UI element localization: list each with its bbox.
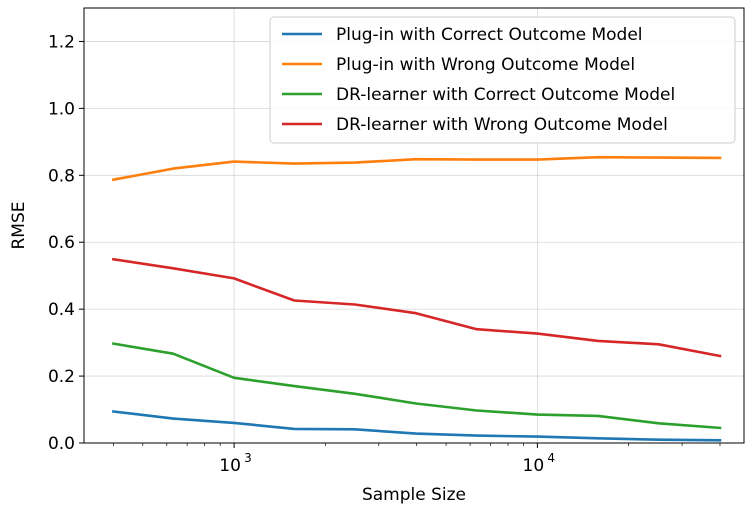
legend: Plug-in with Correct Outcome Model Plug-i… bbox=[269, 16, 736, 144]
y-tick-label: 1.0 bbox=[48, 99, 75, 119]
y-tick-label: 0.4 bbox=[48, 300, 75, 320]
y-tick-label: 0.2 bbox=[48, 367, 75, 387]
series-line-2 bbox=[111, 155, 722, 182]
legend-label-2: Plug-in with Wrong Outcome Model bbox=[336, 55, 635, 75]
x-tick-label-exponent: 4 bbox=[547, 451, 555, 465]
x-tick-label: 10 bbox=[523, 456, 545, 476]
legend-label-3: DR-learner with Correct Outcome Model bbox=[336, 85, 675, 105]
series-lines bbox=[111, 155, 722, 442]
y-tick-label: 0.0 bbox=[48, 434, 75, 454]
y-tick-label: 0.8 bbox=[48, 166, 75, 186]
legend-label-1: Plug-in with Correct Outcome Model bbox=[336, 25, 643, 45]
x-tick-label-exponent: 3 bbox=[244, 451, 252, 465]
major-tick-marks bbox=[79, 40, 538, 448]
series-line-3 bbox=[111, 342, 722, 430]
series-line-1 bbox=[111, 410, 722, 442]
x-tick-label: 10 bbox=[219, 456, 241, 476]
tick-labels: 0.00.20.40.60.81.01.210 3 10 4 bbox=[48, 32, 555, 476]
y-axis-label: RMSE bbox=[9, 201, 29, 249]
legend-label-4: DR-learner with Wrong Outcome Model bbox=[336, 115, 668, 135]
plot-frame bbox=[83, 7, 745, 444]
x-axis-label: Sample Size bbox=[362, 485, 466, 505]
y-tick-label: 1.2 bbox=[48, 32, 75, 52]
series-line-4 bbox=[111, 257, 722, 358]
y-tick-label: 0.6 bbox=[48, 233, 75, 253]
legend-box bbox=[269, 16, 736, 144]
